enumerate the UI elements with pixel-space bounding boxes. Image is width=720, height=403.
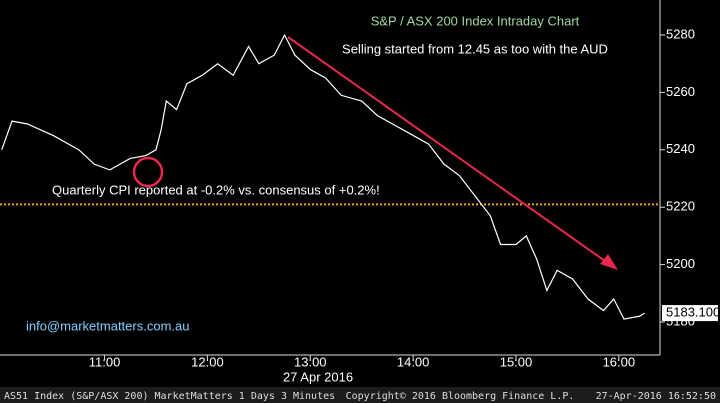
y-tick-label: 5280: [666, 26, 695, 41]
trend-arrow: [287, 36, 613, 267]
x-tick-label: 14:00: [397, 354, 430, 369]
cpi-circle: [132, 156, 164, 188]
footer-bar: [0, 387, 720, 403]
y-tick-label: 5240: [666, 141, 695, 156]
footer-center: Copyright© 2016 Bloomberg Finance L.P.: [346, 391, 575, 402]
last-value-label: 5183.100: [666, 305, 720, 320]
x-tick-label: 11:00: [89, 354, 121, 369]
footer-right: 27-Apr-2016 16:52:50: [596, 391, 716, 402]
price-line: [1, 33, 645, 320]
x-axis-label: 27 Apr 2016: [283, 369, 353, 384]
x-tick-label: 12:00: [191, 354, 224, 369]
marks: 51805200522052405260528011:0012:0013:001…: [0, 26, 720, 369]
annotation: Quarterly CPI reported at -0.2% vs. cons…: [52, 182, 380, 197]
email: info@marketmatters.com.au: [26, 318, 189, 333]
y-tick-label: 5200: [666, 256, 695, 271]
chart-title: S&P / ASX 200 Index Intraday Chart: [371, 13, 580, 28]
last-value-box: [662, 305, 718, 322]
arrow-head: [600, 254, 618, 270]
x-tick-label: 15:00: [500, 354, 533, 369]
x-tick-label: 16:00: [603, 354, 636, 369]
annotation: Selling started from 12.45 as too with t…: [342, 41, 608, 56]
y-tick-label: 5260: [666, 84, 695, 99]
footer-left: AS51 Index (S&P/ASX 200) MarketMatters 1…: [4, 391, 335, 402]
y-tick-label: 5220: [666, 199, 695, 214]
x-tick-label: 13:00: [294, 354, 327, 369]
